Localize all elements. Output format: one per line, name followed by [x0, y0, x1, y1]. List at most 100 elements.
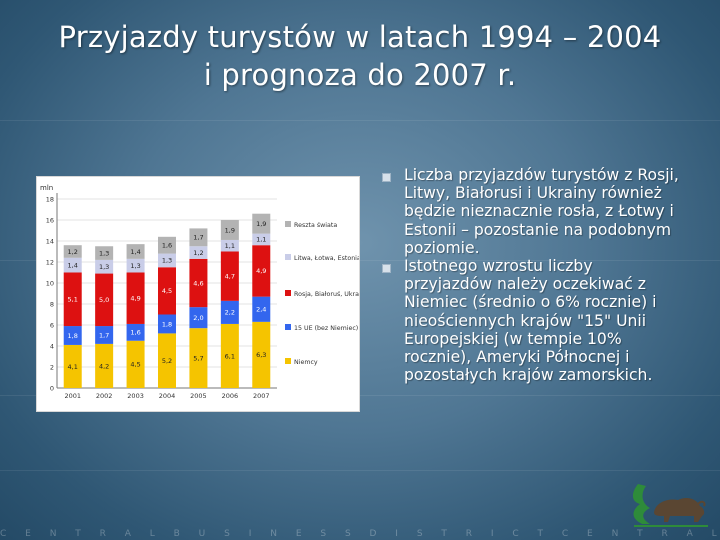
bar-segment: [95, 326, 114, 344]
data-label: 1,8: [68, 332, 78, 340]
data-label: 1,3: [99, 249, 109, 257]
slide-title: Przyjazdy turystów w latach 1994 – 2004 …: [30, 18, 690, 94]
bison-logo-icon: [632, 484, 708, 527]
bar-segment: [95, 273, 114, 327]
data-label: 1,8: [162, 320, 172, 328]
data-label: 4,6: [193, 279, 203, 287]
bar-segment: [95, 343, 114, 388]
data-label: 6,3: [256, 351, 266, 359]
y-tick-label: 16: [46, 217, 54, 225]
bar-segment: [189, 246, 208, 259]
legend-swatch: [285, 358, 291, 364]
bar-segment: [126, 340, 145, 388]
data-label: 1,9: [256, 220, 266, 228]
bar-segment: [126, 244, 145, 259]
bar-segment: [63, 245, 82, 258]
legend-swatch: [285, 290, 291, 296]
y-tick-label: 12: [46, 259, 54, 267]
bar-segment: [126, 323, 145, 341]
bar-segment: [63, 257, 82, 273]
data-label: 1,7: [193, 234, 203, 242]
y-tick-label: 10: [46, 280, 54, 288]
data-label: 1,7: [99, 331, 109, 339]
bar-segment: [252, 321, 271, 388]
bar-segment: [220, 300, 239, 324]
y-tick-label: 18: [46, 196, 54, 204]
x-tick-label: 2002: [96, 392, 113, 400]
stacked-bar-chart: mln 0 2 4 6 8 10 12 14 16 18 4,1 1,8 5,1 1,4 1,2 2001 4,2…: [36, 176, 360, 412]
data-label: 5,0: [99, 296, 109, 304]
data-label: 1,3: [162, 257, 172, 265]
x-tick-label: 2003: [127, 392, 144, 400]
bar-segment: [95, 246, 114, 260]
bar-segment: [220, 239, 239, 252]
bullet-text-1: Liczba przyjazdów turystów z Rosji, Litw…: [404, 166, 679, 257]
data-label: 2,0: [193, 314, 203, 322]
bar-segment: [158, 314, 176, 334]
x-tick-label: 2007: [253, 392, 270, 400]
slide-title-line1: Przyjazdy turystów w latach 1994 – 2004: [58, 20, 662, 54]
bar-segment: [63, 326, 82, 345]
legend-swatch: [285, 221, 291, 227]
data-label: 5,2: [162, 357, 172, 365]
data-label: 4,5: [130, 361, 140, 369]
bar-segment: [63, 272, 82, 327]
legend-swatch: [285, 324, 291, 330]
bar-segment: [158, 236, 176, 254]
bullet-item-2: Istotnego wzrostu liczby przyjazdów nale…: [382, 257, 682, 384]
legend-label: 15 UE (bez Niemiec): [294, 325, 358, 332]
data-label: 2,4: [256, 306, 266, 314]
data-label: 1,4: [68, 261, 78, 269]
bullet-text-2: Istotnego wzrostu liczby przyjazdów nale…: [404, 257, 657, 385]
chart-svg: mln 0 2 4 6 8 10 12 14 16 18 4,1 1,8 5,1 1,4 1,2 2001 4,2…: [40, 184, 359, 400]
data-label: 5,7: [193, 354, 203, 362]
data-label: 2,2: [225, 309, 235, 317]
data-label: 4,9: [130, 295, 140, 303]
bullet-item-1: Liczba przyjazdów turystów z Rosji, Litw…: [382, 166, 682, 257]
bar-segment: [189, 307, 208, 329]
y-tick-label: 4: [50, 343, 54, 351]
data-label: 6,1: [225, 352, 235, 360]
legend-label: Niemcy: [294, 359, 318, 366]
bullet-square-icon: [382, 173, 391, 182]
bar-segment: [252, 233, 271, 246]
bar-segment: [252, 245, 271, 297]
data-label: 1,6: [162, 242, 172, 250]
data-label: 4,9: [256, 267, 266, 275]
bar-segment: [126, 272, 145, 324]
data-label: 1,3: [99, 263, 109, 271]
bar-segment: [252, 213, 271, 234]
slide-title-line2: i prognoza do 2007 r.: [203, 58, 517, 92]
bar-segment: [158, 267, 176, 315]
bullet-square-icon: [382, 264, 391, 274]
legend-label: Litwa, Łotwa, Estonia: [294, 255, 359, 262]
bar-segment: [189, 228, 208, 247]
bar-segment: [220, 251, 239, 301]
bar-segment: [126, 258, 145, 273]
data-label: 1,2: [193, 249, 203, 257]
bar-segment: [95, 259, 114, 274]
x-tick-label: 2004: [159, 392, 176, 400]
y-tick-label: 0: [50, 385, 54, 393]
bar-segment: [252, 296, 271, 322]
data-label: 1,1: [225, 242, 235, 250]
data-label: 4,1: [68, 363, 78, 371]
data-label: 1,9: [225, 226, 235, 234]
bullet-list: Liczba przyjazdów turystów z Rosji, Litw…: [382, 166, 682, 384]
data-label: 4,7: [225, 272, 235, 280]
footer-watermark-text: C E N T R A L B U S I N E S S D I S T R …: [0, 529, 720, 539]
x-tick-label: 2001: [64, 392, 81, 400]
data-label: 1,6: [130, 329, 140, 337]
y-tick-label: 8: [50, 301, 54, 309]
data-label: 1,3: [130, 262, 140, 270]
bar-segment: [158, 253, 176, 268]
legend-label: Rosja, Białoruś, Ukraina: [294, 290, 359, 298]
bar-segment: [63, 344, 82, 388]
y-tick-label: 2: [50, 364, 54, 372]
x-tick-label: 2006: [222, 392, 239, 400]
bar-segment: [158, 333, 176, 388]
bar-segment: [189, 328, 208, 388]
data-label: 4,2: [99, 362, 109, 370]
y-tick-label: 6: [50, 322, 54, 330]
legend-swatch: [285, 254, 291, 260]
